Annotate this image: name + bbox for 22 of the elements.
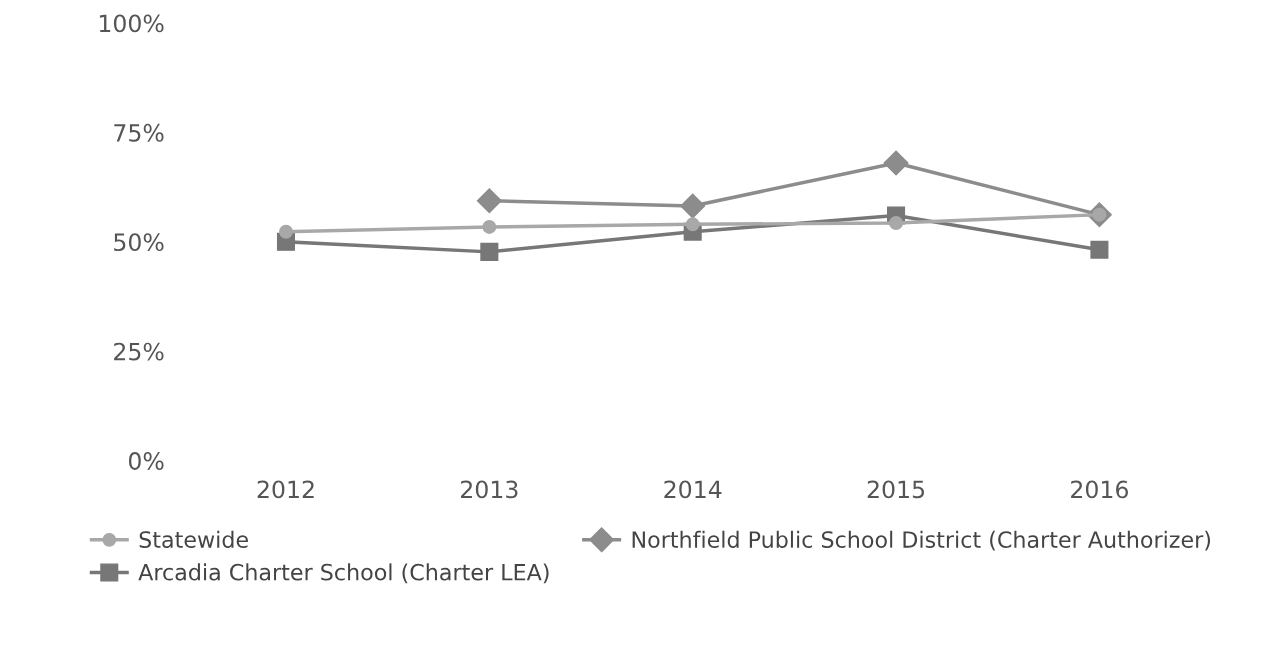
x-tick-label: 2012 — [257, 480, 314, 499]
x-tick-label: 2014 — [664, 480, 722, 499]
y-tick-label: 0% — [128, 452, 164, 470]
point — [889, 216, 904, 230]
point — [482, 219, 497, 234]
point — [480, 242, 499, 261]
y-tick-label: 75% — [114, 123, 164, 142]
y-tick-label: 50% — [114, 233, 164, 252]
x-tick-label: 2013 — [461, 480, 518, 499]
point — [279, 224, 293, 239]
legend-label: Arcadia Charter School (Charter LEA) — [138, 563, 549, 584]
point — [685, 217, 700, 232]
point — [476, 188, 502, 214]
point — [680, 193, 706, 219]
point — [883, 150, 909, 176]
y-tick-label: 100% — [99, 14, 164, 33]
point — [1090, 240, 1109, 259]
y-tick-label: 25% — [114, 342, 164, 361]
x-tick-label: 2016 — [1071, 480, 1128, 499]
legend-label: Northfield Public School District (Charter Authorizer) — [632, 530, 1211, 551]
legend-label: Statewide — [139, 530, 248, 548]
x-tick-label: 2015 — [867, 480, 925, 499]
